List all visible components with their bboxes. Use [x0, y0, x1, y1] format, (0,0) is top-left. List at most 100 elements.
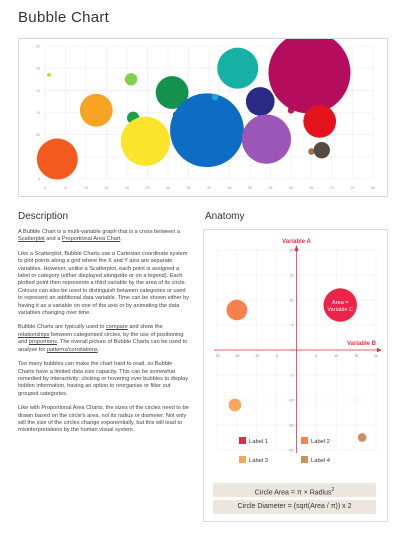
legend-label: Label 1: [249, 439, 268, 445]
description-text: A Bubble Chart is a multi-variable graph…: [18, 229, 190, 442]
legend-swatch: [301, 437, 308, 444]
description-text-span: Too many bubbles can make the chart hard…: [18, 361, 189, 397]
anatomy-x-tick-label: -10: [254, 354, 259, 358]
bubble: [217, 47, 259, 89]
anatomy-y-tick-label: -5: [290, 374, 293, 378]
x-tick-label: 65: [310, 186, 314, 190]
anatomy-x-tick-label: 15: [354, 354, 358, 358]
anatomy-bubble: [357, 433, 367, 442]
description-link[interactable]: proportions: [28, 339, 57, 346]
y-tick-label: 0: [38, 178, 40, 182]
x-tick-label: 25: [146, 186, 150, 190]
legend-swatch: [239, 437, 246, 444]
description-paragraph: Like with Proportional Area Charts, the …: [18, 405, 190, 435]
anatomy-diagram: Variable A Variable B -20 -15 -10 -5 5 10 15 20 20…: [214, 239, 382, 464]
anatomy-y-tick-label: 0: [292, 349, 294, 353]
bubble: [79, 93, 113, 127]
description-paragraph: Bubble Charts are typically used to comp…: [18, 324, 190, 354]
description-title: Description: [18, 211, 69, 222]
bubble: [120, 116, 171, 166]
description-text-span: .: [120, 236, 122, 243]
description-text-span: and a: [44, 236, 62, 243]
page-title: Bubble Chart: [18, 9, 110, 26]
x-tick-label: 40: [207, 186, 211, 190]
description-link[interactable]: Scatterplot: [18, 236, 45, 243]
anatomy-x-tick-label: -20: [214, 354, 219, 358]
anatomy-bubble: [323, 288, 357, 322]
x-tick-label: 5: [65, 186, 67, 190]
bubble-chart: 0510152025300510152025303540455055606570…: [36, 39, 375, 190]
bubble: [303, 104, 337, 138]
anatomy-x-tick-label: 5: [315, 354, 317, 358]
description-paragraph: A Bubble Chart is a multi-variable graph…: [18, 229, 190, 244]
x-tick-label: 0: [44, 186, 46, 190]
description-text-span: Bubble Charts are typically used to: [18, 324, 106, 331]
y-tick-label: 20: [36, 89, 40, 93]
legend-label: Label 4: [311, 458, 331, 464]
description-text-span: and show the: [127, 324, 163, 331]
description-link[interactable]: compare: [106, 324, 128, 331]
description-text-span: Like with Proportional Area Charts, the …: [18, 405, 189, 434]
y-tick-label: 30: [36, 45, 40, 49]
anatomy-y-tick-label: -15: [288, 424, 293, 428]
anatomy-y-tick-label: -20: [288, 449, 293, 453]
anatomy-y-tick-label: 15: [290, 274, 294, 278]
x-tick-label: 15: [105, 186, 109, 190]
formula-area: Circle Area = π × Radius2: [213, 483, 376, 497]
formula-area-text: Circle Area = π × Radius: [254, 489, 332, 497]
variable-b-arrow-icon: [377, 347, 382, 353]
y-tick-label: 15: [36, 111, 40, 115]
bubble: [313, 141, 330, 159]
y-tick-label: 25: [36, 67, 40, 71]
x-tick-label: 75: [351, 186, 355, 190]
description-link[interactable]: relationships: [18, 331, 50, 338]
variable-a-arrow-icon: [294, 245, 299, 251]
anatomy-y-tick-label: 5: [292, 324, 294, 328]
description-paragraph: Like a Scatterplot, Bubble Charts use a …: [18, 251, 190, 318]
x-tick-label: 45: [228, 186, 232, 190]
description-link[interactable]: Proportional Area Chart: [61, 236, 121, 243]
anatomy-card: Variable A Variable B -20 -15 -10 -5 5 10 15 20 20…: [203, 229, 388, 522]
variable-b-label: Variable B: [347, 341, 377, 347]
anatomy-x-tick-label: 20: [374, 354, 378, 358]
bubble: [268, 39, 351, 114]
bubble: [211, 93, 219, 101]
anatomy-x-tick-label: -15: [234, 354, 239, 358]
variable-a-label: Variable A: [282, 239, 311, 245]
legend-swatch: [239, 456, 246, 463]
anatomy-title: Anatomy: [205, 211, 245, 222]
y-tick-label: 10: [36, 133, 40, 137]
area-annotation-line-2: Variable C: [327, 307, 353, 313]
anatomy-bubble: [228, 398, 242, 412]
anatomy-y-tick-label: 20: [290, 249, 294, 253]
x-tick-label: 30: [166, 186, 170, 190]
anatomy-x-tick-label: 10: [334, 354, 338, 358]
anatomy-bubble: [226, 299, 248, 321]
anatomy-y-tick-label: 10: [290, 299, 294, 303]
bubble: [36, 138, 78, 180]
legend-label: Label 3: [249, 458, 268, 464]
legend-label: Label 2: [311, 439, 330, 445]
bubble-chart-card: 0510152025300510152025303540455055606570…: [18, 38, 388, 197]
anatomy-y-tick-label: -10: [288, 399, 293, 403]
bubble: [155, 76, 189, 109]
x-tick-label: 80: [371, 186, 375, 190]
area-annotation-line-1: Area =: [332, 300, 349, 306]
bubble: [124, 73, 138, 86]
description-text-span: . The overall picture of Bubble Charts c…: [18, 339, 188, 353]
formula-diameter: Circle Diameter = (sqrt(Area / π)) x 2: [213, 500, 376, 514]
description-link[interactable]: patterns/correlations: [46, 346, 98, 353]
bubble: [245, 87, 275, 116]
description-text-span: .: [97, 346, 100, 353]
legend-swatch: [301, 456, 308, 463]
description-paragraph: Too many bubbles can make the chart hard…: [18, 361, 190, 398]
bubble: [241, 114, 291, 164]
description-text-span: A Bubble Chart is a multi-variable graph…: [18, 229, 180, 235]
bubble: [170, 93, 244, 168]
x-tick-label: 55: [269, 186, 273, 190]
x-tick-label: 20: [125, 186, 129, 190]
x-tick-label: 35: [187, 186, 191, 190]
bubble: [308, 148, 315, 155]
x-tick-label: 50: [248, 186, 252, 190]
description-text-span: Like a Scatterplot, Bubble Charts use a …: [18, 250, 190, 317]
